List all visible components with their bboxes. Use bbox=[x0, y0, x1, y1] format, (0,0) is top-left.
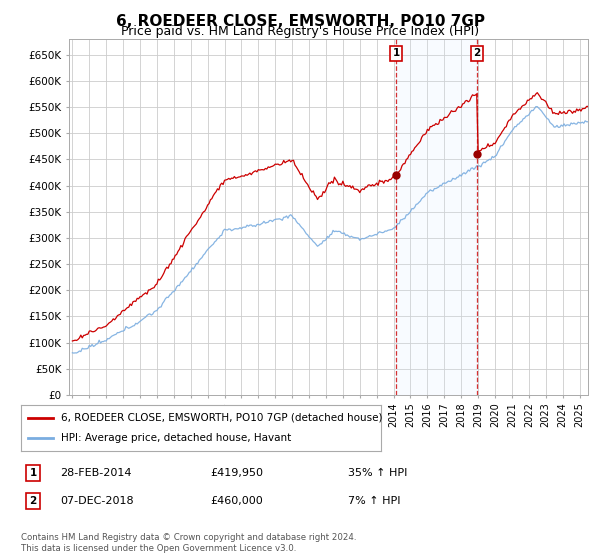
Text: Price paid vs. HM Land Registry's House Price Index (HPI): Price paid vs. HM Land Registry's House … bbox=[121, 25, 479, 38]
Text: £419,950: £419,950 bbox=[210, 468, 263, 478]
Text: 1: 1 bbox=[29, 468, 37, 478]
Text: 28-FEB-2014: 28-FEB-2014 bbox=[60, 468, 131, 478]
Text: 7% ↑ HPI: 7% ↑ HPI bbox=[348, 496, 401, 506]
Text: Contains HM Land Registry data © Crown copyright and database right 2024.
This d: Contains HM Land Registry data © Crown c… bbox=[21, 533, 356, 553]
Text: 07-DEC-2018: 07-DEC-2018 bbox=[60, 496, 134, 506]
Text: 2: 2 bbox=[473, 48, 481, 58]
Bar bbox=[396, 39, 477, 395]
Text: 2: 2 bbox=[29, 496, 37, 506]
Text: 6, ROEDEER CLOSE, EMSWORTH, PO10 7GP: 6, ROEDEER CLOSE, EMSWORTH, PO10 7GP bbox=[115, 14, 485, 29]
Text: 6, ROEDEER CLOSE, EMSWORTH, PO10 7GP (detached house): 6, ROEDEER CLOSE, EMSWORTH, PO10 7GP (de… bbox=[61, 413, 382, 423]
Text: £460,000: £460,000 bbox=[210, 496, 263, 506]
Text: 1: 1 bbox=[392, 48, 400, 58]
Text: 35% ↑ HPI: 35% ↑ HPI bbox=[348, 468, 407, 478]
Text: HPI: Average price, detached house, Havant: HPI: Average price, detached house, Hava… bbox=[61, 433, 291, 443]
